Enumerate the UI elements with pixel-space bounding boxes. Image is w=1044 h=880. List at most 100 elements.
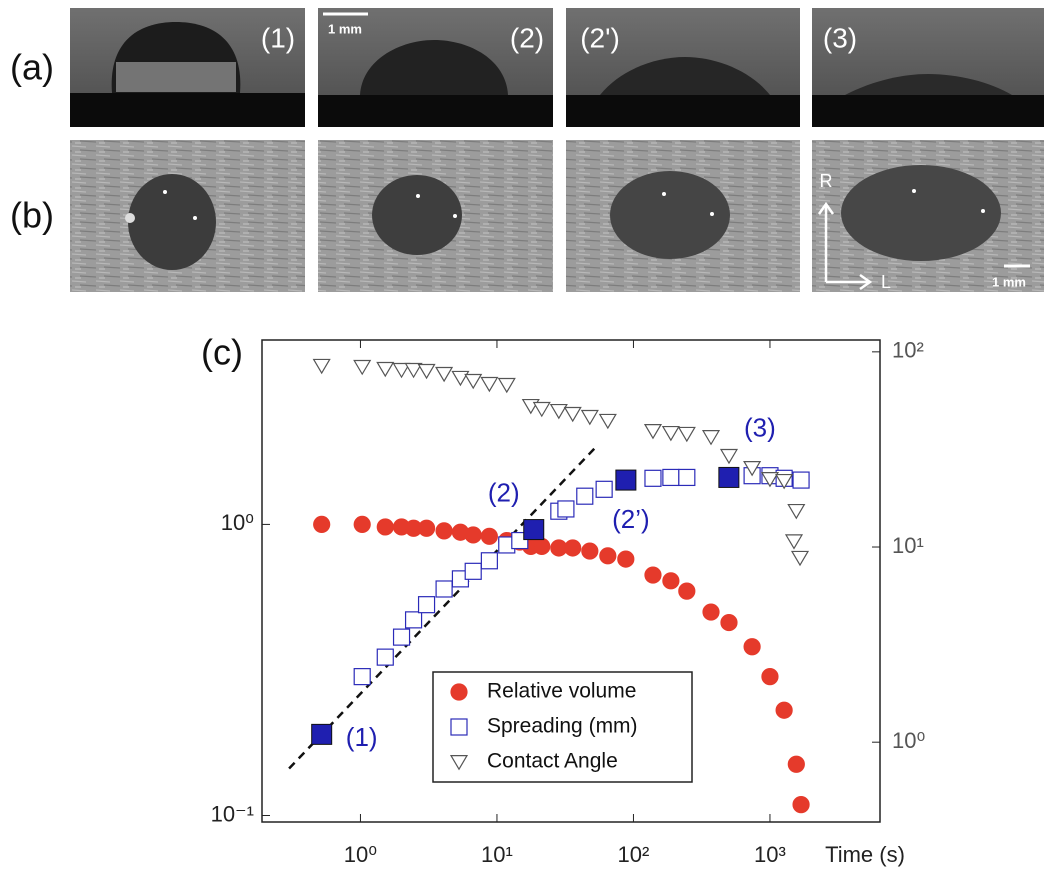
glint (912, 189, 916, 193)
circle-marker (353, 515, 371, 534)
drop (841, 165, 1001, 261)
circle-marker (720, 613, 738, 632)
circle-marker (644, 566, 662, 584)
square-marker (480, 552, 498, 570)
triangle-marker (677, 426, 696, 443)
circle-marker (599, 547, 617, 565)
glint (453, 214, 457, 218)
circle-marker (417, 519, 436, 537)
direction-label: R (820, 171, 833, 191)
x-axis-label: Time (s) (825, 842, 905, 867)
square-marker (435, 580, 453, 598)
floor (566, 95, 800, 127)
highlight-point (718, 466, 740, 488)
glint (710, 212, 714, 216)
highlight-point (615, 469, 637, 491)
triangle-marker (532, 401, 551, 418)
triangle-marker (312, 358, 331, 375)
circle-marker (678, 582, 696, 600)
floor (318, 95, 553, 127)
circle-marker (787, 755, 805, 773)
triangle-marker (580, 409, 599, 426)
square-marker (678, 468, 696, 487)
triangle-marker (404, 362, 423, 379)
y2-tick-label: 10¹ (892, 533, 924, 558)
circle-marker (450, 683, 468, 701)
annotation: (3) (744, 412, 776, 442)
circle-marker (662, 572, 680, 590)
triangle-marker (760, 472, 780, 488)
panel-label: (a) (10, 47, 54, 88)
panel-label: (b) (10, 195, 54, 236)
circle-marker (761, 668, 779, 686)
scale-bar-label: 1 mm (328, 21, 362, 36)
circle-marker (533, 537, 551, 556)
triangle-marker (392, 362, 411, 379)
y2-tick-label: 10² (892, 338, 924, 363)
circle-marker (743, 638, 761, 656)
square-marker (557, 500, 575, 518)
triangle-marker (435, 366, 454, 383)
x-tick-label: 10³ (754, 842, 786, 867)
square-marker (450, 718, 468, 736)
highlight-point (523, 519, 545, 541)
drop (372, 175, 462, 255)
glint (662, 192, 666, 196)
triangle-marker (743, 461, 762, 477)
legend-label: Contact Angle (487, 750, 618, 773)
triangle-marker (480, 376, 499, 393)
square-marker (662, 468, 680, 487)
triangle-marker (643, 424, 663, 440)
triangle-marker (451, 370, 470, 387)
circle-marker (792, 796, 810, 814)
legend-label: Relative volume (487, 680, 636, 703)
y2-tick-label: 10⁰ (892, 728, 925, 753)
circle-marker (480, 527, 498, 545)
legend-label: Spreading (mm) (487, 715, 638, 738)
drop-reflection (116, 62, 236, 92)
drop (360, 40, 508, 95)
circle-marker (564, 539, 582, 557)
triangle-marker (787, 503, 806, 520)
triangle-marker (563, 406, 582, 423)
triangle-marker (464, 373, 483, 390)
glint (125, 213, 135, 223)
direction-arrows (817, 201, 873, 291)
side-view-images: 1 mm (1) (2) (2') (3) (70, 8, 1044, 127)
highlight-point (311, 723, 333, 745)
circle-marker (617, 550, 635, 568)
square-marker (404, 611, 423, 629)
circle-marker (313, 515, 331, 534)
drop (128, 174, 216, 270)
scale-bar-label: 1 mm (992, 274, 1026, 289)
y-tick-label: 10⁰ (221, 510, 254, 535)
triangle-marker (719, 448, 739, 465)
drop (845, 74, 1012, 95)
annotation: (1) (346, 722, 378, 752)
plot: 10⁰ 10¹ 10² 10³ 10⁻¹ 10⁰ 10⁰ 10¹ 10² Time (s) (1) (… (211, 338, 926, 867)
circle-marker (435, 522, 453, 540)
floor (812, 95, 1044, 127)
annotation: (2’) (612, 504, 650, 534)
triangle-marker (790, 550, 810, 567)
square-marker (392, 628, 411, 646)
square-marker (792, 471, 810, 489)
drop (600, 57, 770, 95)
triangle-marker (449, 754, 469, 771)
circle-marker (775, 701, 793, 719)
circle-marker (581, 542, 599, 560)
top-view-images: R L 1 mm (70, 140, 1044, 292)
square-marker (595, 480, 613, 498)
circle-marker (702, 603, 720, 621)
square-marker (417, 596, 436, 614)
image-label: (1) (261, 22, 295, 53)
triangle-marker (784, 534, 804, 550)
floor (70, 93, 305, 127)
triangle-marker (598, 413, 617, 430)
fit-line (288, 445, 598, 770)
triangle-marker (353, 359, 372, 376)
square-marker (376, 648, 394, 666)
panel-label: (c) (201, 332, 243, 373)
square-marker (576, 487, 594, 505)
triangle-marker (376, 361, 395, 378)
